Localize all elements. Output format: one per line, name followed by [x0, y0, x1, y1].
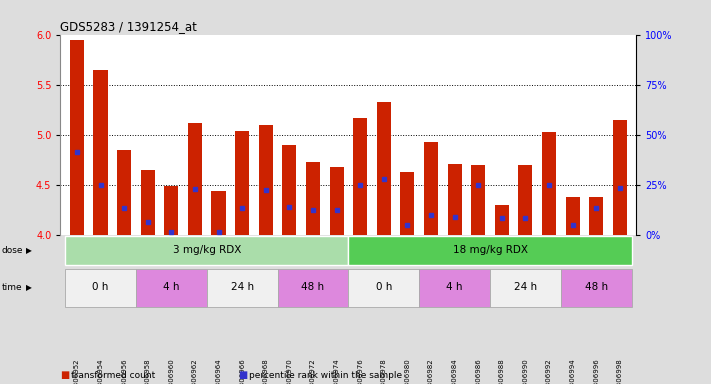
- Text: ■: ■: [238, 370, 247, 380]
- Text: ■: ■: [60, 370, 70, 380]
- Text: 4 h: 4 h: [447, 282, 463, 292]
- Bar: [207, 269, 277, 307]
- Text: 24 h: 24 h: [230, 282, 254, 292]
- Bar: [471, 165, 486, 235]
- Text: ▶: ▶: [26, 283, 32, 292]
- Text: 0 h: 0 h: [92, 282, 109, 292]
- Text: percentile rank within the sample: percentile rank within the sample: [249, 371, 402, 380]
- Text: 48 h: 48 h: [301, 282, 324, 292]
- Bar: [117, 149, 132, 235]
- Bar: [424, 142, 438, 235]
- Bar: [188, 122, 202, 235]
- Bar: [542, 132, 556, 235]
- Bar: [613, 119, 627, 235]
- Bar: [211, 190, 225, 235]
- Text: ▶: ▶: [26, 246, 32, 255]
- Bar: [589, 197, 604, 235]
- Bar: [259, 124, 273, 235]
- Text: GDS5283 / 1391254_at: GDS5283 / 1391254_at: [60, 20, 198, 33]
- Bar: [93, 70, 107, 235]
- Text: 48 h: 48 h: [584, 282, 608, 292]
- Bar: [490, 269, 561, 307]
- Bar: [70, 40, 84, 235]
- Text: 18 mg/kg RDX: 18 mg/kg RDX: [452, 245, 528, 255]
- Bar: [447, 164, 461, 235]
- Bar: [164, 185, 178, 235]
- Bar: [565, 197, 579, 235]
- Bar: [65, 236, 348, 265]
- Bar: [306, 162, 320, 235]
- Bar: [348, 236, 631, 265]
- Text: 0 h: 0 h: [375, 282, 392, 292]
- Bar: [518, 165, 533, 235]
- Bar: [136, 269, 207, 307]
- Bar: [348, 269, 419, 307]
- Text: transformed count: transformed count: [71, 371, 155, 380]
- Text: 3 mg/kg RDX: 3 mg/kg RDX: [173, 245, 241, 255]
- Text: 24 h: 24 h: [514, 282, 537, 292]
- Bar: [377, 101, 391, 235]
- Bar: [419, 269, 490, 307]
- Bar: [277, 269, 348, 307]
- Bar: [141, 170, 155, 235]
- Text: 4 h: 4 h: [163, 282, 180, 292]
- Text: dose: dose: [1, 246, 23, 255]
- Bar: [561, 269, 631, 307]
- Bar: [235, 131, 250, 235]
- Bar: [65, 269, 136, 307]
- Bar: [400, 172, 415, 235]
- Bar: [353, 118, 368, 235]
- Bar: [282, 144, 296, 235]
- Bar: [329, 167, 343, 235]
- Bar: [495, 205, 509, 235]
- Text: time: time: [1, 283, 22, 292]
